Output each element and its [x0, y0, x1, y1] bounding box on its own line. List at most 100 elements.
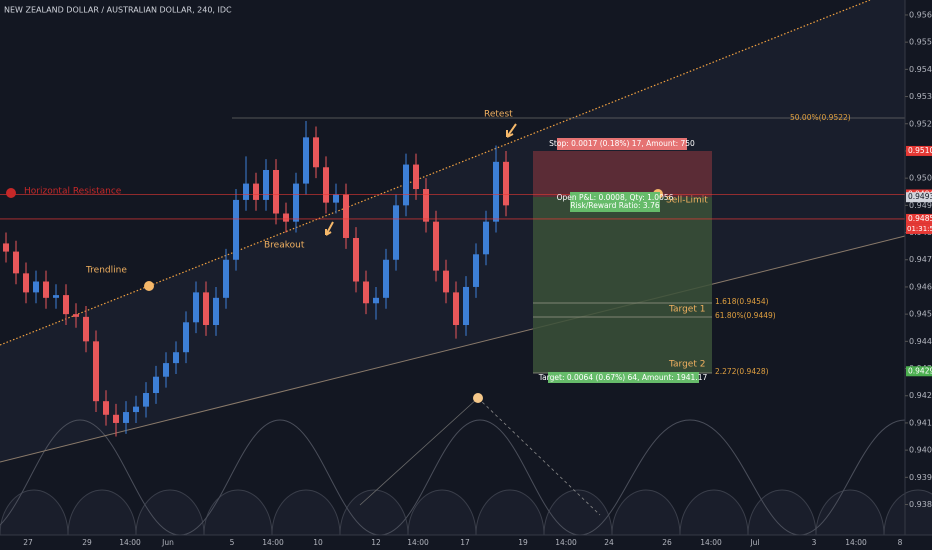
x-tick-label: 8	[898, 538, 903, 547]
x-tick-label: 12	[371, 538, 381, 547]
marker	[144, 281, 154, 291]
candle-body	[453, 292, 459, 326]
target-label-box	[548, 372, 699, 383]
candle-body	[143, 393, 149, 407]
candles	[0, 121, 905, 437]
target-zone	[533, 197, 712, 373]
price-label: 0.9485	[908, 214, 932, 223]
annotation: Target 1	[668, 305, 705, 315]
candle-body	[403, 164, 409, 206]
candle-body	[103, 401, 109, 415]
candle-body	[473, 254, 479, 287]
candle-body	[353, 237, 359, 282]
channel-fill	[0, 0, 905, 462]
candle-body	[223, 259, 229, 298]
candle-body	[433, 221, 439, 271]
candle-body	[493, 161, 499, 222]
candle-body	[393, 205, 399, 260]
candle-body	[413, 164, 419, 190]
x-tick-label: 14:00	[555, 538, 577, 547]
pl-label-box	[570, 192, 660, 212]
price-label-box	[906, 145, 932, 156]
candle-body	[3, 243, 9, 252]
y-tick-label: 0.9560	[909, 10, 932, 19]
fib-label: 2.272(0.9428)	[715, 367, 769, 376]
candle-body	[503, 161, 509, 206]
annotation: Trendline	[85, 266, 127, 276]
x-tick-label: 14:00	[700, 538, 722, 547]
candle-body	[243, 183, 249, 200]
candle-body	[383, 259, 389, 298]
rr-label: Risk/Reward Ratio: 3.76	[570, 201, 659, 210]
x-tick-label: 29	[82, 538, 92, 547]
axis-labels: 0.93800.93900.94000.94100.94200.94300.94…	[23, 10, 932, 547]
candle-body	[43, 281, 49, 298]
cycle-line	[359, 397, 479, 506]
candle-body	[193, 292, 199, 323]
candle-body	[133, 406, 139, 413]
candle-body	[333, 194, 339, 203]
x-tick-label: 5	[230, 538, 235, 547]
marker	[6, 188, 16, 198]
fib-label: 61.80%(0.9449)	[715, 311, 776, 320]
candle-body	[463, 286, 469, 326]
countdown: 01:31:58	[907, 225, 932, 233]
x-tick-label: 19	[518, 538, 528, 547]
fib-label: 50.00%(0.9522)	[790, 113, 851, 122]
candle-body	[233, 199, 239, 260]
price-label: 0.9429	[908, 366, 932, 375]
marker	[473, 393, 483, 403]
annotation: Breakout	[264, 241, 305, 251]
x-tick-label: 14:00	[262, 538, 284, 547]
x-tick-label: 3	[812, 538, 817, 547]
candle-body	[73, 314, 79, 317]
candle-body	[323, 167, 329, 203]
candle-body	[33, 281, 39, 293]
price-label-box	[906, 213, 932, 224]
x-tick-label: Jun	[161, 538, 174, 547]
candle-body	[273, 169, 279, 214]
arrow	[325, 221, 334, 236]
x-tick-label: 24	[604, 538, 614, 547]
candle-body	[293, 183, 299, 222]
price-label-box	[906, 192, 932, 203]
candle-body	[253, 183, 259, 200]
candle-body	[163, 363, 169, 377]
x-tick-label: 26	[662, 538, 672, 547]
target-label: Target: 0.0064 (0.67%) 64, Amount: 1941.…	[538, 373, 708, 382]
cycle-arrow	[477, 397, 601, 516]
candle-body	[263, 169, 269, 200]
stop-label-box	[557, 138, 687, 150]
arrow	[506, 123, 517, 138]
x-tick-label: 14:00	[407, 538, 429, 547]
candle-body	[13, 251, 19, 274]
candle-body	[23, 273, 29, 293]
candle-body	[283, 213, 289, 222]
channel-line	[0, 235, 906, 463]
sine-wave	[0, 419, 906, 536]
annotation: Horizontal Resistance	[24, 187, 122, 197]
candle-body	[153, 376, 159, 394]
candle-body	[343, 194, 349, 238]
candle-body	[363, 281, 369, 304]
x-tick-label: 10	[313, 538, 323, 547]
candle-body	[83, 316, 89, 342]
candle-body	[173, 352, 179, 364]
annotation: Sell-Limit	[666, 196, 708, 206]
candle-body	[303, 137, 309, 184]
stop-label: Stop: 0.0017 (0.18%) 17, Amount: 750	[549, 139, 695, 148]
